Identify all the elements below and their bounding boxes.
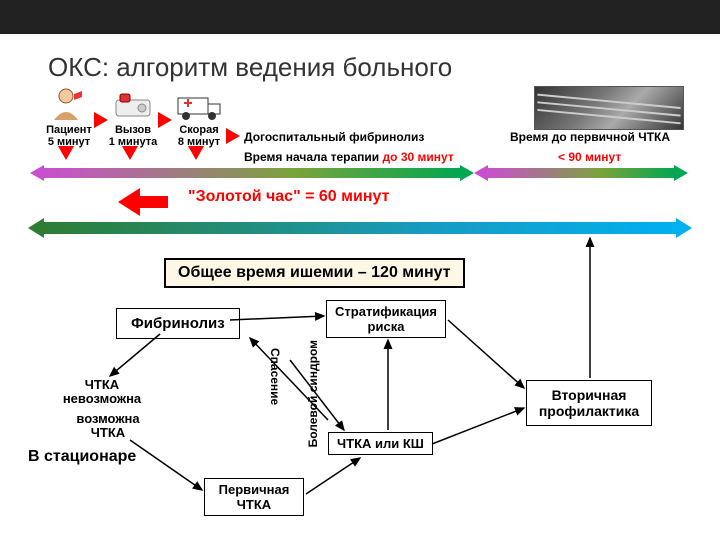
- top-bar: [0, 0, 720, 34]
- bar3-arrow-l: [28, 218, 44, 238]
- bar2-arrow-l: [474, 165, 488, 181]
- ptca-no-label: ЧТКА невозможна: [63, 377, 141, 406]
- timeline-bar-1: [42, 168, 462, 178]
- risk-box: Стратификация риска: [326, 300, 446, 338]
- golden-hour-text: "Золотой час" = 60 минут: [188, 188, 389, 206]
- bar3-arrow-r: [676, 218, 692, 238]
- stage-label: Вызов: [104, 124, 162, 136]
- lt90-text: < 90 минут: [558, 150, 621, 164]
- page-title: ОКС: алгоритм ведения больного: [48, 52, 720, 83]
- ptca-possible: возможна ЧТКА: [68, 412, 148, 441]
- salvation-text: Спасение: [268, 348, 282, 405]
- bar1-arrow-r: [460, 165, 474, 181]
- ambulance-icon: [174, 86, 224, 122]
- bar1-arrow-l: [30, 165, 44, 181]
- red-arrow-icon: [188, 146, 204, 160]
- risk-label: Стратификация риска: [335, 304, 437, 334]
- stage-patient: Пациент 5 минут: [40, 86, 98, 148]
- stage-call: Вызов 1 минута: [104, 86, 162, 148]
- red-arrow-icon: [122, 146, 138, 160]
- therapy-label: Время начала терапии: [244, 150, 379, 164]
- ischemia-box: Общее время ишемии – 120 минут: [164, 258, 465, 288]
- stage-label: Пациент: [40, 124, 98, 136]
- stage-ambulance: Скорая 8 минут: [168, 86, 230, 148]
- golden-arrow-l: [118, 188, 140, 216]
- timeline-bar-2: [486, 168, 676, 178]
- prevention-label: Вторичная профилактика: [539, 387, 639, 419]
- golden-stem-l: [140, 196, 168, 208]
- therapy-text: Время начала терапии до 30 минут: [244, 150, 454, 164]
- bar2-arrow-r: [674, 165, 688, 181]
- ptca-time-text: Время до первичной ЧТКА: [510, 130, 670, 144]
- ptca-cabg-box: ЧТКА или КШ: [328, 432, 433, 455]
- ptca-impossible: ЧТКА невозможна: [56, 378, 148, 407]
- prevention-box: Вторичная профилактика: [526, 380, 652, 426]
- red-arrow-icon: [158, 112, 172, 128]
- fibrinolysis-box: Фибринолиз: [116, 308, 240, 339]
- therapy-red: до 30 минут: [383, 150, 454, 164]
- pain-text: Болевой синдром: [306, 340, 320, 447]
- timeline-bar-3: [42, 222, 678, 234]
- ptca-yes-label: возможна ЧТКА: [76, 411, 139, 440]
- red-arrow-icon: [94, 112, 108, 128]
- phone-icon: [108, 86, 158, 122]
- red-arrow-icon: [58, 146, 74, 160]
- stage-label: Скорая: [168, 124, 230, 136]
- primary-ptca-label: Первичная ЧТКА: [219, 482, 290, 512]
- primary-ptca-box: Первичная ЧТКА: [204, 478, 304, 516]
- catheter-image: [534, 86, 684, 130]
- prehosp-text: Догоспитальный фибринолиз: [244, 130, 424, 144]
- patient-icon: [44, 86, 94, 122]
- in-hospital: В стационаре: [28, 448, 136, 466]
- red-arrow-icon: [226, 128, 240, 144]
